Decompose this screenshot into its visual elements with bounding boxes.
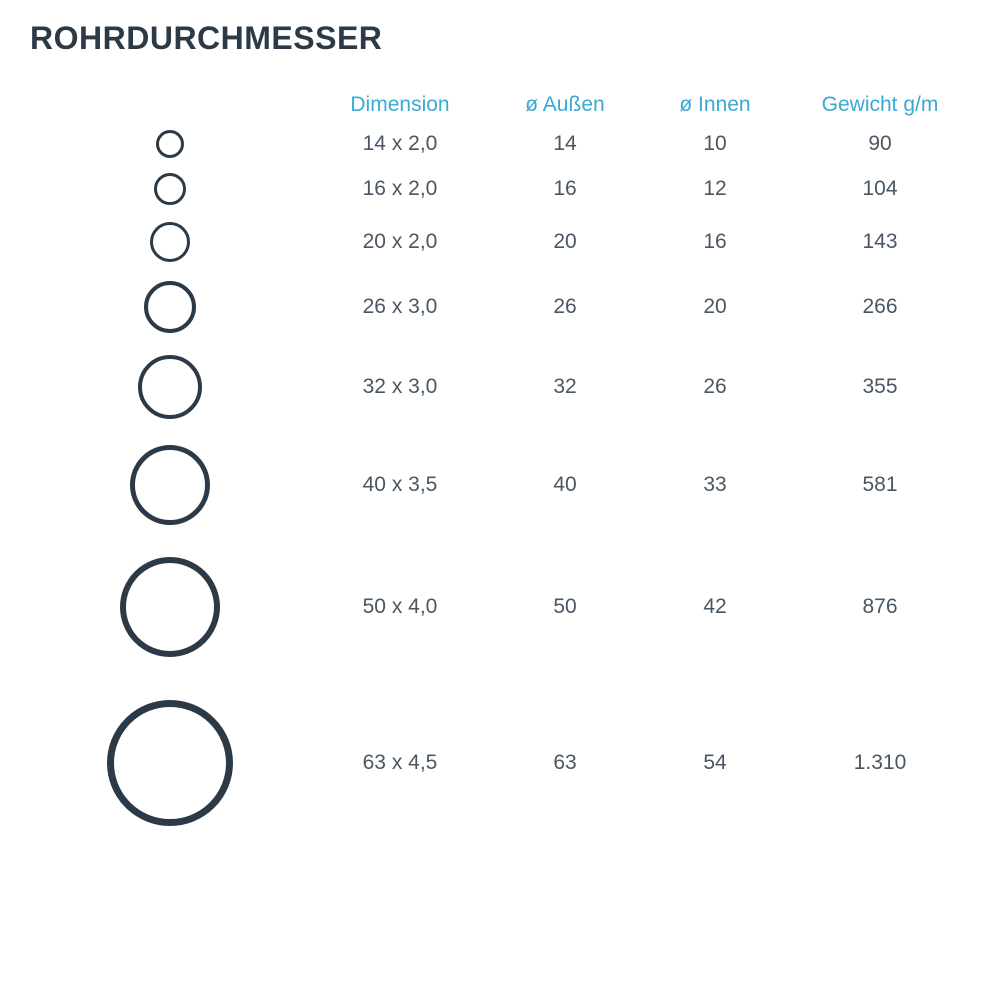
table-header-row: Dimensionø Außenø InnenGewicht g/m [310,87,970,123]
cell-aussen: 63 [490,751,640,775]
cell-gewicht: 143 [790,230,970,254]
cell-gewicht: 90 [790,132,970,156]
cell-innen: 20 [640,295,790,319]
pipe-circle-icon [156,130,184,158]
pipe-circle-icon [154,173,186,205]
cell-gewicht: 104 [790,177,970,201]
cell-dimension: 26 x 3,0 [310,295,490,319]
cell-dimension: 50 x 4,0 [310,595,490,619]
cell-innen: 10 [640,132,790,156]
cell-innen: 12 [640,177,790,201]
cell-innen: 26 [640,375,790,399]
cell-aussen: 50 [490,595,640,619]
circles-column [30,87,310,851]
col-header-aussen: ø Außen [490,93,640,117]
table-row: 63 x 4,563541.310 [310,675,970,851]
circle-wrap [156,123,184,165]
col-header-dimension: Dimension [310,93,490,117]
cell-aussen: 14 [490,132,640,156]
page-title: ROHRDURCHMESSER [30,20,970,57]
circle-wrap [107,675,233,851]
content-wrapper: Dimensionø Außenø InnenGewicht g/m 14 x … [30,87,970,851]
pipe-circle-icon [138,355,202,419]
table-row: 14 x 2,0141090 [310,123,970,165]
pipe-circle-icon [130,445,210,525]
table-body: 14 x 2,014109016 x 2,0161210420 x 2,0201… [310,123,970,851]
cell-aussen: 32 [490,375,640,399]
table-row: 40 x 3,54033581 [310,431,970,539]
cell-gewicht: 876 [790,595,970,619]
cell-dimension: 16 x 2,0 [310,177,490,201]
cell-dimension: 20 x 2,0 [310,230,490,254]
pipe-circle-icon [150,222,190,262]
cell-gewicht: 355 [790,375,970,399]
table-row: 32 x 3,03226355 [310,343,970,431]
table-column: Dimensionø Außenø InnenGewicht g/m 14 x … [310,87,970,851]
cell-aussen: 26 [490,295,640,319]
cell-innen: 16 [640,230,790,254]
cell-dimension: 40 x 3,5 [310,473,490,497]
cell-innen: 33 [640,473,790,497]
circle-wrap [154,165,186,213]
cell-innen: 42 [640,595,790,619]
circle-wrap [138,343,202,431]
cell-gewicht: 266 [790,295,970,319]
col-header-innen: ø Innen [640,93,790,117]
cell-aussen: 20 [490,230,640,254]
pipe-circle-icon [120,557,220,657]
cell-gewicht: 581 [790,473,970,497]
cell-dimension: 14 x 2,0 [310,132,490,156]
circle-wrap [120,539,220,675]
circle-wrap [150,213,190,271]
cell-aussen: 16 [490,177,640,201]
cell-aussen: 40 [490,473,640,497]
circle-wrap [144,271,196,343]
cell-dimension: 63 x 4,5 [310,751,490,775]
cell-innen: 54 [640,751,790,775]
cell-gewicht: 1.310 [790,751,970,775]
pipe-circle-icon [144,281,196,333]
col-header-gewicht: Gewicht g/m [790,93,970,117]
table-row: 20 x 2,02016143 [310,213,970,271]
table-row: 26 x 3,02620266 [310,271,970,343]
cell-dimension: 32 x 3,0 [310,375,490,399]
circle-wrap [130,431,210,539]
table-row: 16 x 2,01612104 [310,165,970,213]
pipe-circle-icon [107,700,233,826]
table-row: 50 x 4,05042876 [310,539,970,675]
